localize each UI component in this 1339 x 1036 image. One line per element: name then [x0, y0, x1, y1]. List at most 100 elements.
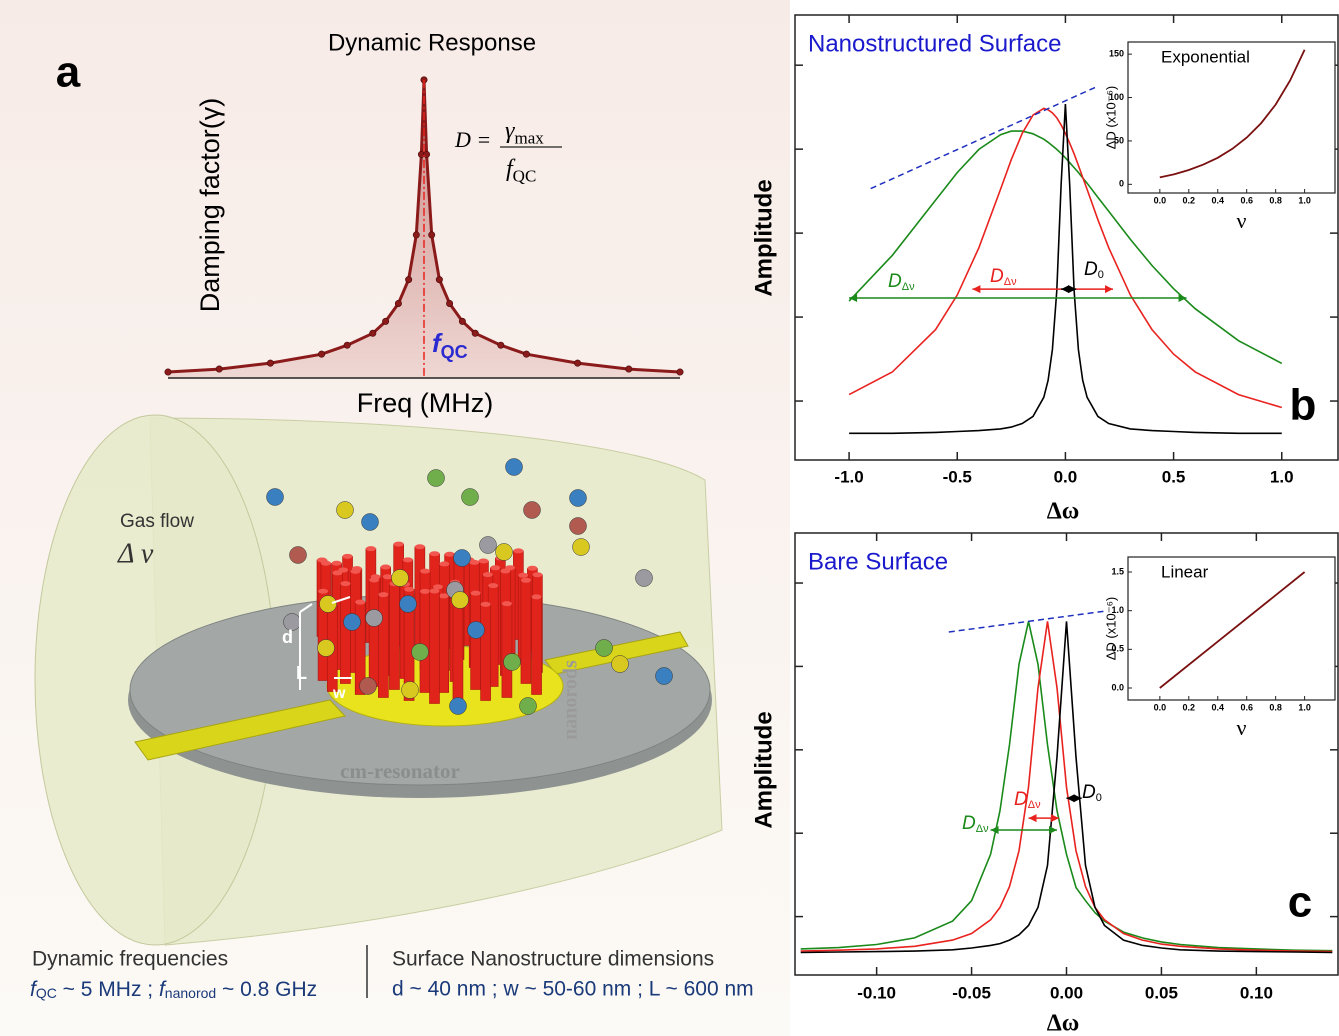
- nanorod: [378, 595, 388, 698]
- nanorod: [502, 604, 512, 698]
- inset-x-tick-label: 0.4: [1211, 702, 1224, 712]
- data-point: [626, 366, 632, 372]
- x-tick-label: -0.10: [857, 983, 896, 1002]
- gas-molecule: [504, 654, 521, 671]
- x-tick-label: -0.05: [952, 983, 991, 1002]
- subscript: Δν: [1028, 799, 1041, 811]
- panel-label: b: [1290, 381, 1317, 430]
- nanorod-top: [378, 592, 388, 597]
- nanorod-top: [415, 544, 425, 549]
- x-tick-label: 0.00: [1050, 983, 1083, 1002]
- nanorod-top: [350, 569, 360, 574]
- inset-x-tick-label: 1.0: [1298, 195, 1311, 205]
- nanorod-top: [404, 587, 414, 592]
- inset-x-tick-label: 0.0: [1154, 702, 1167, 712]
- gas-molecule: [596, 640, 613, 657]
- gas-molecule: [318, 640, 335, 657]
- gas-molecule: [360, 678, 377, 695]
- footer-title: Dynamic frequencies: [32, 948, 228, 971]
- gas-molecule: [462, 489, 479, 506]
- nanorod-top: [532, 572, 542, 577]
- gas-flow-label: Gas flow: [120, 511, 194, 532]
- nanorod: [369, 580, 379, 686]
- dimension-label: d: [282, 627, 293, 647]
- subscript: 0: [1098, 269, 1104, 281]
- figure: Gas flow Δ ν d L w nanorods cm-resonator…: [0, 0, 1339, 1036]
- data-point: [523, 351, 529, 357]
- gas-molecule: [520, 698, 537, 715]
- data-point: [395, 300, 401, 306]
- symbol: D: [1082, 782, 1096, 803]
- nanorods-label: nanorods: [560, 660, 582, 740]
- subscript: QC: [441, 342, 468, 362]
- nanorod-top: [439, 593, 449, 598]
- subscript: max: [514, 129, 544, 148]
- gas-molecule: [400, 596, 417, 613]
- inset-x-tick-label: 0.4: [1211, 195, 1224, 205]
- gas-molecule: [412, 644, 429, 661]
- inset-x-tick-label: 1.0: [1298, 702, 1311, 712]
- nanorod-top: [521, 578, 531, 583]
- nanorod-top: [321, 561, 331, 566]
- inset-x-tick-label: 0.2: [1183, 702, 1196, 712]
- nanorod-top: [445, 552, 455, 557]
- gas-molecule: [428, 470, 445, 487]
- nanorod-top: [502, 601, 512, 606]
- gas-molecule: [656, 668, 673, 685]
- subscript: Δν: [1004, 276, 1017, 288]
- gas-molecule: [450, 698, 467, 715]
- nanorod-top: [500, 569, 510, 574]
- inset-x-tick-label: 0.6: [1240, 195, 1253, 205]
- gas-molecule: [506, 459, 523, 476]
- inset-y-label: ΔD (x10⁻⁶): [1103, 597, 1118, 661]
- gas-molecule: [452, 592, 469, 609]
- resonator-label: cm-resonator: [340, 759, 460, 783]
- x-axis-label: Δω: [1047, 499, 1080, 525]
- nanorod-top: [483, 572, 493, 577]
- data-point: [370, 330, 376, 336]
- nanorod-top: [420, 589, 430, 594]
- nanorod-top: [430, 551, 440, 556]
- data-point: [165, 369, 171, 375]
- nanorod-top: [518, 573, 528, 578]
- inset-x-tick-label: 0.6: [1240, 702, 1253, 712]
- gas-molecule: [636, 570, 653, 587]
- data-point: [318, 351, 324, 357]
- gas-molecule: [392, 570, 409, 587]
- data-point: [436, 276, 442, 282]
- nanorod-top: [381, 565, 391, 570]
- inset-y-tick-label: 0: [1119, 179, 1124, 189]
- gas-molecule: [612, 656, 629, 673]
- chart-title: Nanostructured Surface: [808, 30, 1061, 57]
- chart-title: Bare Surface: [808, 548, 948, 575]
- gas-molecule: [570, 518, 587, 535]
- gas-molecule: [454, 550, 471, 567]
- gas-molecule: [480, 537, 497, 554]
- nanorod: [429, 591, 439, 703]
- nanorod-top: [513, 548, 523, 553]
- subscript: QC: [36, 985, 57, 1001]
- nanorod-top: [403, 557, 413, 562]
- data-point: [413, 232, 419, 238]
- nanorod-top: [429, 589, 439, 594]
- data-point: [472, 330, 478, 336]
- gas-molecule: [573, 539, 590, 556]
- gas-molecule: [344, 614, 361, 631]
- inset-frame: [1128, 557, 1335, 700]
- nanorod-top: [318, 589, 328, 594]
- inset-y-label: ΔD (x10⁻⁶): [1103, 86, 1118, 150]
- nanorod: [439, 596, 449, 693]
- data-point: [574, 360, 580, 366]
- data-point: [267, 360, 273, 366]
- x-tick-label: -1.0: [834, 467, 863, 486]
- data-point: [428, 232, 434, 238]
- data-point: [446, 300, 452, 306]
- nanorod: [521, 580, 531, 683]
- nanorod-top: [420, 569, 430, 574]
- subscript: QC: [513, 167, 537, 186]
- inset-y-tick-label: 1.5: [1111, 566, 1124, 576]
- nanorod-top: [394, 542, 404, 547]
- inset-x-label: ν: [1237, 715, 1247, 740]
- subscript: Δν: [976, 823, 989, 835]
- nanorod-top: [355, 600, 365, 605]
